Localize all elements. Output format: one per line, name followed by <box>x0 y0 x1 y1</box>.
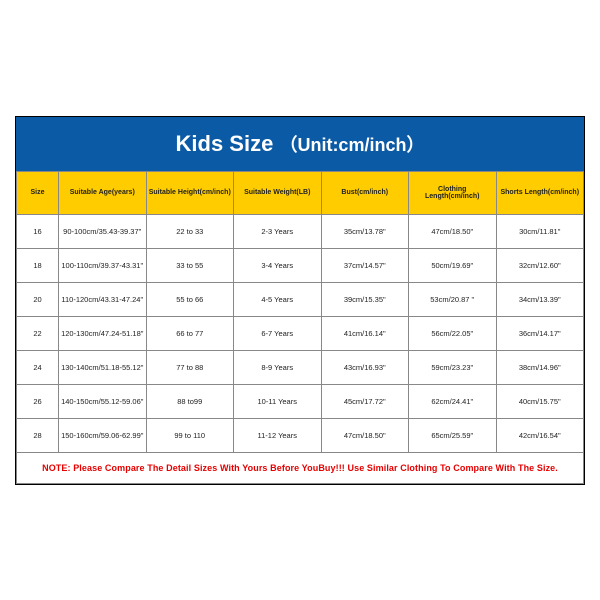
table-cell: 39cm/15.35" <box>321 282 409 316</box>
table-row: 24130-140cm/51.18-55.12"77 to 888-9 Year… <box>17 350 584 384</box>
note-text: NOTE: Please Compare The Detail Sizes Wi… <box>17 452 584 483</box>
table-cell: 18 <box>17 248 59 282</box>
table-row: 28150-160cm/59.06-62.99"99 to 11011-12 Y… <box>17 418 584 452</box>
table-cell: 33 to 55 <box>146 248 234 282</box>
column-header: Shorts Length(cm/inch) <box>496 171 584 214</box>
table-cell: 40cm/15.75" <box>496 384 584 418</box>
table-cell: 56cm/22.05" <box>409 316 497 350</box>
table-cell: 28 <box>17 418 59 452</box>
column-header: Size <box>17 171 59 214</box>
column-header: Bust(cm/inch) <box>321 171 409 214</box>
chart-title-main: Kids Size <box>176 131 274 156</box>
table-cell: 32cm/12.60" <box>496 248 584 282</box>
table-cell: 10-11 Years <box>234 384 322 418</box>
table-cell: 35cm/13.78" <box>321 214 409 248</box>
table-cell: 20 <box>17 282 59 316</box>
size-chart-container: Kids Size （Unit:cm/inch） SizeSuitable Ag… <box>15 116 585 485</box>
table-cell: 6-7 Years <box>234 316 322 350</box>
table-cell: 3-4 Years <box>234 248 322 282</box>
table-cell: 22 to 33 <box>146 214 234 248</box>
column-header: Suitable Height(cm/inch) <box>146 171 234 214</box>
table-cell: 150-160cm/59.06-62.99" <box>59 418 147 452</box>
size-chart-table: SizeSuitable Age(years)Suitable Height(c… <box>16 171 584 484</box>
table-cell: 47cm/18.50" <box>409 214 497 248</box>
table-row: 18100-110cm/39.37-43.31"33 to 553-4 Year… <box>17 248 584 282</box>
table-cell: 110-120cm/43.31-47.24" <box>59 282 147 316</box>
table-cell: 34cm/13.39" <box>496 282 584 316</box>
table-cell: 45cm/17.72" <box>321 384 409 418</box>
table-body: 1690-100cm/35.43-39.37"22 to 332-3 Years… <box>17 214 584 452</box>
table-cell: 53cm/20.87 " <box>409 282 497 316</box>
table-row: 1690-100cm/35.43-39.37"22 to 332-3 Years… <box>17 214 584 248</box>
chart-title-bar: Kids Size （Unit:cm/inch） <box>16 117 584 171</box>
table-cell: 50cm/19.69" <box>409 248 497 282</box>
table-cell: 26 <box>17 384 59 418</box>
table-cell: 30cm/11.81" <box>496 214 584 248</box>
table-cell: 43cm/16.93" <box>321 350 409 384</box>
table-row: 22120-130cm/47.24-51.18"66 to 776-7 Year… <box>17 316 584 350</box>
table-header: SizeSuitable Age(years)Suitable Height(c… <box>17 171 584 214</box>
table-cell: 37cm/14.57" <box>321 248 409 282</box>
column-header: Suitable Age(years) <box>59 171 147 214</box>
table-cell: 42cm/16.54" <box>496 418 584 452</box>
table-cell: 38cm/14.96" <box>496 350 584 384</box>
table-cell: 100-110cm/39.37-43.31" <box>59 248 147 282</box>
table-cell: 77 to 88 <box>146 350 234 384</box>
table-row: 26140-150cm/55.12-59.06"88 to9910-11 Yea… <box>17 384 584 418</box>
table-cell: 47cm/18.50" <box>321 418 409 452</box>
table-cell: 16 <box>17 214 59 248</box>
table-cell: 140-150cm/55.12-59.06" <box>59 384 147 418</box>
table-cell: 62cm/24.41" <box>409 384 497 418</box>
table-cell: 66 to 77 <box>146 316 234 350</box>
column-header: Suitable Weight(LB) <box>234 171 322 214</box>
table-cell: 90-100cm/35.43-39.37" <box>59 214 147 248</box>
chart-title-unit: （Unit:cm/inch） <box>279 135 424 155</box>
table-cell: 8-9 Years <box>234 350 322 384</box>
table-cell: 22 <box>17 316 59 350</box>
table-cell: 11-12 Years <box>234 418 322 452</box>
table-header-row: SizeSuitable Age(years)Suitable Height(c… <box>17 171 584 214</box>
table-cell: 120-130cm/47.24-51.18" <box>59 316 147 350</box>
table-row: 20110-120cm/43.31-47.24"55 to 664-5 Year… <box>17 282 584 316</box>
table-cell: 55 to 66 <box>146 282 234 316</box>
table-cell: 88 to99 <box>146 384 234 418</box>
table-cell: 99 to 110 <box>146 418 234 452</box>
table-cell: 36cm/14.17" <box>496 316 584 350</box>
table-cell: 4-5 Years <box>234 282 322 316</box>
table-cell: 41cm/16.14" <box>321 316 409 350</box>
table-cell: 24 <box>17 350 59 384</box>
table-cell: 59cm/23.23" <box>409 350 497 384</box>
note-row: NOTE: Please Compare The Detail Sizes Wi… <box>17 452 584 483</box>
table-cell: 130-140cm/51.18-55.12" <box>59 350 147 384</box>
table-cell: 65cm/25.59" <box>409 418 497 452</box>
column-header: Clothing Length(cm/inch) <box>409 171 497 214</box>
table-cell: 2-3 Years <box>234 214 322 248</box>
